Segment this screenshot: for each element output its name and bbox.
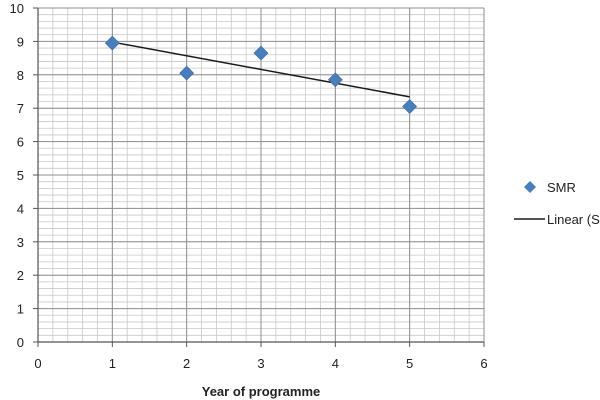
major-grid	[37, 7, 485, 343]
legend: SMR Linear (S	[514, 180, 600, 227]
legend-label-linear: Linear (S	[547, 212, 600, 227]
y-tick-label: 10	[10, 1, 24, 16]
points-layer	[104, 35, 418, 114]
data-point-smr	[104, 35, 120, 51]
y-tick-label: 0	[17, 335, 24, 350]
x-tick-label: 6	[480, 356, 487, 371]
y-tick-label: 1	[17, 302, 24, 317]
y-tick-label: 3	[17, 235, 24, 250]
x-tick-label: 3	[257, 356, 264, 371]
y-tick-label: 7	[17, 101, 24, 116]
trendline	[112, 41, 410, 98]
x-tick-label: 1	[109, 356, 116, 371]
data-point-smr	[327, 72, 343, 88]
legend-label-smr: SMR	[547, 180, 576, 195]
y-tick-label: 8	[17, 68, 24, 83]
data-point-smr	[253, 45, 269, 61]
axes	[33, 7, 485, 347]
data-point-smr	[402, 99, 418, 114]
y-tick-label: 2	[17, 268, 24, 283]
x-axis-title: Year of programme	[202, 384, 321, 399]
y-tick-label: 5	[17, 168, 24, 183]
x-tick-label: 0	[34, 356, 41, 371]
y-tick-label: 4	[17, 201, 24, 216]
y-tick-label: 6	[17, 135, 24, 150]
trendline-layer	[112, 41, 410, 98]
x-tick-labels: 0 1 2 3 4 5 6	[34, 356, 487, 371]
legend-marker-smr	[524, 181, 536, 193]
x-tick-label: 2	[183, 356, 190, 371]
y-tick-labels: 0 1 2 3 4 5 6 7 8 9 10	[10, 1, 24, 350]
x-tick-label: 5	[406, 356, 413, 371]
data-point-smr	[179, 65, 195, 81]
y-tick-label: 9	[17, 34, 24, 49]
x-tick-label: 4	[332, 356, 339, 371]
